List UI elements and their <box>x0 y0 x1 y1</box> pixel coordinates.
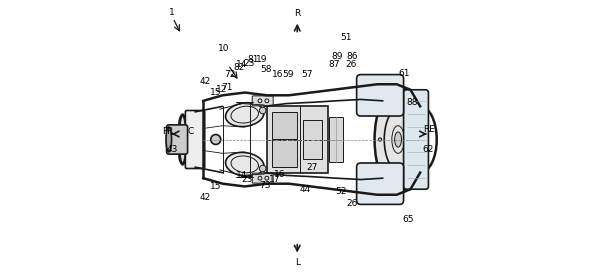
Circle shape <box>211 134 221 145</box>
Text: FR: FR <box>162 127 173 136</box>
Text: 71: 71 <box>221 83 233 92</box>
Circle shape <box>384 110 387 114</box>
Circle shape <box>409 165 412 169</box>
Text: 26: 26 <box>346 199 358 208</box>
Text: R: R <box>294 9 301 18</box>
Text: 23: 23 <box>243 59 254 68</box>
Text: 62: 62 <box>423 145 434 154</box>
Circle shape <box>415 138 418 141</box>
Text: 89: 89 <box>332 52 343 61</box>
Text: 1: 1 <box>169 8 175 17</box>
Text: 86: 86 <box>347 52 358 61</box>
Text: C: C <box>188 127 194 136</box>
FancyBboxPatch shape <box>404 90 428 189</box>
Text: 43: 43 <box>167 145 178 154</box>
Bar <box>303 120 322 159</box>
Circle shape <box>384 165 387 169</box>
Text: 82: 82 <box>233 63 244 72</box>
Text: 15: 15 <box>210 182 221 191</box>
Text: 26: 26 <box>346 61 357 69</box>
Text: L: L <box>295 258 300 267</box>
Text: 17: 17 <box>269 175 280 184</box>
Circle shape <box>397 99 400 102</box>
Ellipse shape <box>179 115 186 131</box>
Text: 59: 59 <box>283 70 294 79</box>
Bar <box>329 117 343 162</box>
Text: 81: 81 <box>247 55 259 64</box>
FancyBboxPatch shape <box>167 125 188 154</box>
Ellipse shape <box>179 115 187 164</box>
Circle shape <box>259 107 266 114</box>
Text: 42: 42 <box>199 193 211 202</box>
Text: 58: 58 <box>260 64 272 74</box>
Text: 16: 16 <box>272 70 283 79</box>
Circle shape <box>397 177 400 180</box>
Ellipse shape <box>166 127 172 152</box>
FancyBboxPatch shape <box>252 96 273 106</box>
Circle shape <box>379 138 382 141</box>
Ellipse shape <box>179 148 186 164</box>
Text: 10: 10 <box>218 44 230 53</box>
Text: 15: 15 <box>210 88 221 97</box>
Text: 14: 14 <box>236 171 248 180</box>
Text: 52: 52 <box>335 187 347 196</box>
Text: 19: 19 <box>256 55 268 64</box>
Bar <box>272 112 297 140</box>
Text: 23: 23 <box>242 175 253 184</box>
Text: 14: 14 <box>236 61 248 69</box>
FancyBboxPatch shape <box>356 163 404 205</box>
Bar <box>272 140 297 167</box>
Text: 73: 73 <box>259 181 271 189</box>
Text: 57: 57 <box>301 70 313 79</box>
Text: 12: 12 <box>215 85 227 94</box>
Text: 42: 42 <box>199 77 211 86</box>
Bar <box>267 106 328 173</box>
Circle shape <box>259 165 266 172</box>
Text: 16: 16 <box>274 170 285 179</box>
Text: 61: 61 <box>398 69 410 78</box>
Ellipse shape <box>226 152 264 176</box>
Ellipse shape <box>226 103 264 127</box>
Ellipse shape <box>374 87 422 192</box>
Text: 87: 87 <box>328 61 340 69</box>
FancyBboxPatch shape <box>252 173 273 183</box>
Text: RE: RE <box>424 125 435 134</box>
Text: 44: 44 <box>299 185 311 194</box>
Circle shape <box>409 110 412 114</box>
Text: 88: 88 <box>406 98 418 107</box>
Ellipse shape <box>395 132 401 147</box>
Text: 27: 27 <box>306 163 317 172</box>
Text: 65: 65 <box>402 215 413 224</box>
Text: 72: 72 <box>225 70 236 79</box>
FancyBboxPatch shape <box>185 110 205 169</box>
Text: 51: 51 <box>340 33 352 42</box>
FancyBboxPatch shape <box>356 74 404 116</box>
